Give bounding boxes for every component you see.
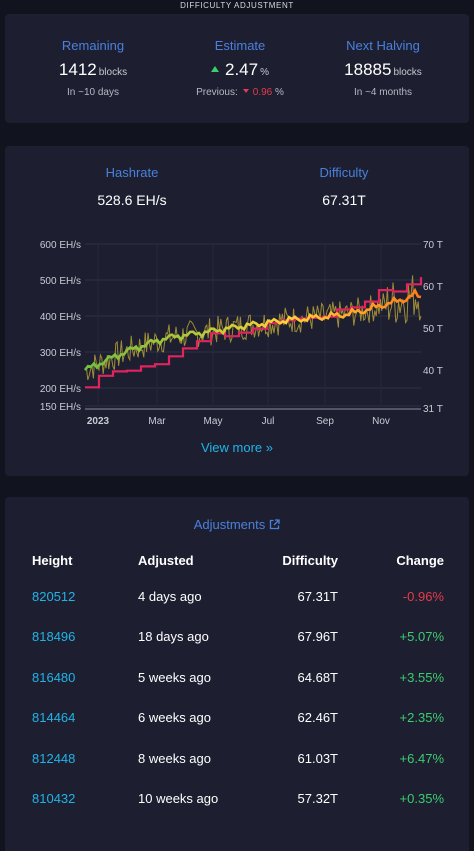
remaining-label: Remaining	[61, 38, 125, 53]
block-height-link[interactable]: 816480	[32, 669, 76, 685]
left-axis-tick-label: 500 EH/s	[40, 276, 81, 287]
difficulty-cell: 61.03T	[297, 750, 338, 766]
column-header-change: Change	[396, 553, 444, 568]
adjustments-table: Height Adjusted Difficulty Change 820512…	[32, 553, 444, 819]
block-height-link[interactable]: 814464	[32, 710, 76, 726]
difficulty-metric: Difficulty 67.31T	[274, 165, 414, 208]
next-halving-eta: In ~4 months	[353, 87, 413, 98]
x-axis-tick-label: Jul	[262, 416, 275, 427]
previous-label: Previous:	[196, 87, 238, 98]
remaining-eta: In ~10 days	[67, 87, 119, 98]
next-halving-stat: Next Halving 18885 blocks In ~4 months	[308, 38, 458, 98]
external-link-icon[interactable]	[269, 518, 280, 533]
hashrate-average-line	[83, 287, 422, 371]
left-axis-tick-label: 150 EH/s	[40, 402, 81, 413]
change-cell: +3.55%	[399, 669, 444, 685]
adjusted-time: 4 days ago	[138, 588, 202, 604]
remaining-value: 1412	[58, 60, 97, 79]
difficulty-cell: 57.32T	[297, 791, 338, 807]
hashrate-raw-line	[84, 275, 422, 380]
table-row: 812448 8 weeks ago 61.03T +6.47%	[32, 738, 444, 779]
table-row: 818496 18 days ago 67.96T +5.07%	[32, 617, 444, 658]
remaining-stat: Remaining 1412 blocks In ~10 days	[18, 38, 168, 98]
adjusted-time: 5 weeks ago	[138, 669, 211, 685]
estimate-value: 2.47	[225, 60, 259, 79]
right-axis-tick-label: 31 T	[423, 404, 443, 415]
difficulty-value: 67.31T	[322, 192, 366, 208]
left-axis-tick-label: 400 EH/s	[40, 312, 81, 323]
table-row: 820512 4 days ago 67.31T -0.96%	[32, 576, 444, 617]
adjusted-time: 10 weeks ago	[138, 791, 219, 807]
remaining-unit: blocks	[98, 67, 128, 78]
adjusted-time: 8 weeks ago	[138, 750, 211, 766]
table-row: 816480 5 weeks ago 64.68T +3.55%	[32, 657, 444, 698]
hashrate-metric: Hashrate 528.6 EH/s	[62, 165, 202, 208]
x-axis-tick-label: Sep	[316, 416, 334, 427]
previous-value: 0.96	[252, 87, 273, 98]
adjustments-title[interactable]: Adjustments	[193, 517, 266, 532]
difficulty-stats-card: Remaining 1412 blocks In ~10 days Estimat…	[5, 14, 469, 123]
hashrate-value: 528.6 EH/s	[97, 192, 167, 208]
x-axis-tick-label: Nov	[372, 416, 390, 427]
change-cell: +0.35%	[399, 791, 444, 807]
arrow-up-icon	[211, 66, 219, 72]
adjustments-card: Adjustments Height Adjusted Difficulty C…	[5, 497, 469, 851]
block-height-link[interactable]: 820512	[32, 588, 76, 604]
view-more-link[interactable]: View more »	[200, 440, 273, 455]
block-height-link[interactable]: 810432	[32, 791, 76, 807]
page-title: DIFFICULTY ADJUSTMENT	[180, 1, 294, 10]
column-header-height: Height	[32, 553, 73, 568]
arrow-down-icon	[242, 89, 249, 93]
difficulty-cell: 67.31T	[297, 588, 338, 604]
hashrate-chart-card: Hashrate 528.6 EH/s Difficulty 67.31T 60…	[5, 146, 469, 476]
difficulty-cell: 67.96T	[297, 629, 338, 645]
adjustments-header[interactable]: Adjustments	[5, 517, 469, 533]
adjusted-time: 6 weeks ago	[138, 710, 211, 726]
block-height-link[interactable]: 818496	[32, 629, 76, 645]
change-cell: +5.07%	[399, 629, 444, 645]
column-header-adjusted: Adjusted	[138, 553, 194, 568]
left-axis-tick-label: 300 EH/s	[40, 348, 81, 359]
change-cell: +2.35%	[399, 710, 444, 726]
estimate-unit: %	[260, 67, 269, 78]
left-axis-tick-label: 200 EH/s	[40, 384, 81, 395]
change-cell: +6.47%	[399, 750, 444, 766]
adjusted-time: 18 days ago	[138, 629, 209, 645]
hashrate-difficulty-chart[interactable]: 600 EH/s 500 EH/s 400 EH/s 300 EH/s 200 EH/s…	[5, 234, 469, 434]
x-axis-tick-label: May	[204, 416, 223, 427]
estimate-label: Estimate	[214, 38, 266, 53]
block-height-link[interactable]: 812448	[32, 750, 76, 766]
previous-unit: %	[275, 87, 284, 98]
table-header-row: Height Adjusted Difficulty Change	[32, 553, 444, 576]
difficulty-cell: 64.68T	[297, 669, 338, 685]
difficulty-cell: 62.46T	[297, 710, 338, 726]
column-header-difficulty: Difficulty	[282, 553, 338, 568]
estimate-stat: Estimate 2.47% Previous: 0.96 %	[165, 38, 315, 98]
next-halving-label: Next Halving	[346, 38, 420, 53]
right-axis-tick-label: 60 T	[423, 282, 443, 293]
table-row: 810432 10 weeks ago 57.32T +0.35%	[32, 779, 444, 820]
difficulty-line	[85, 277, 423, 389]
hashrate-label: Hashrate	[105, 165, 159, 180]
next-halving-value: 18885	[344, 60, 392, 79]
x-axis-tick-label: Mar	[148, 416, 166, 427]
right-axis-tick-label: 70 T	[423, 240, 443, 251]
difficulty-label: Difficulty	[319, 165, 369, 180]
change-cell: -0.96%	[402, 588, 444, 604]
next-halving-unit: blocks	[393, 67, 422, 78]
left-axis-tick-label: 600 EH/s	[40, 240, 81, 251]
right-axis-tick-label: 50 T	[423, 324, 443, 335]
right-axis-tick-label: 40 T	[423, 366, 443, 377]
table-row: 814464 6 weeks ago 62.46T +2.35%	[32, 698, 444, 739]
x-axis-tick-label: 2023	[87, 416, 110, 427]
